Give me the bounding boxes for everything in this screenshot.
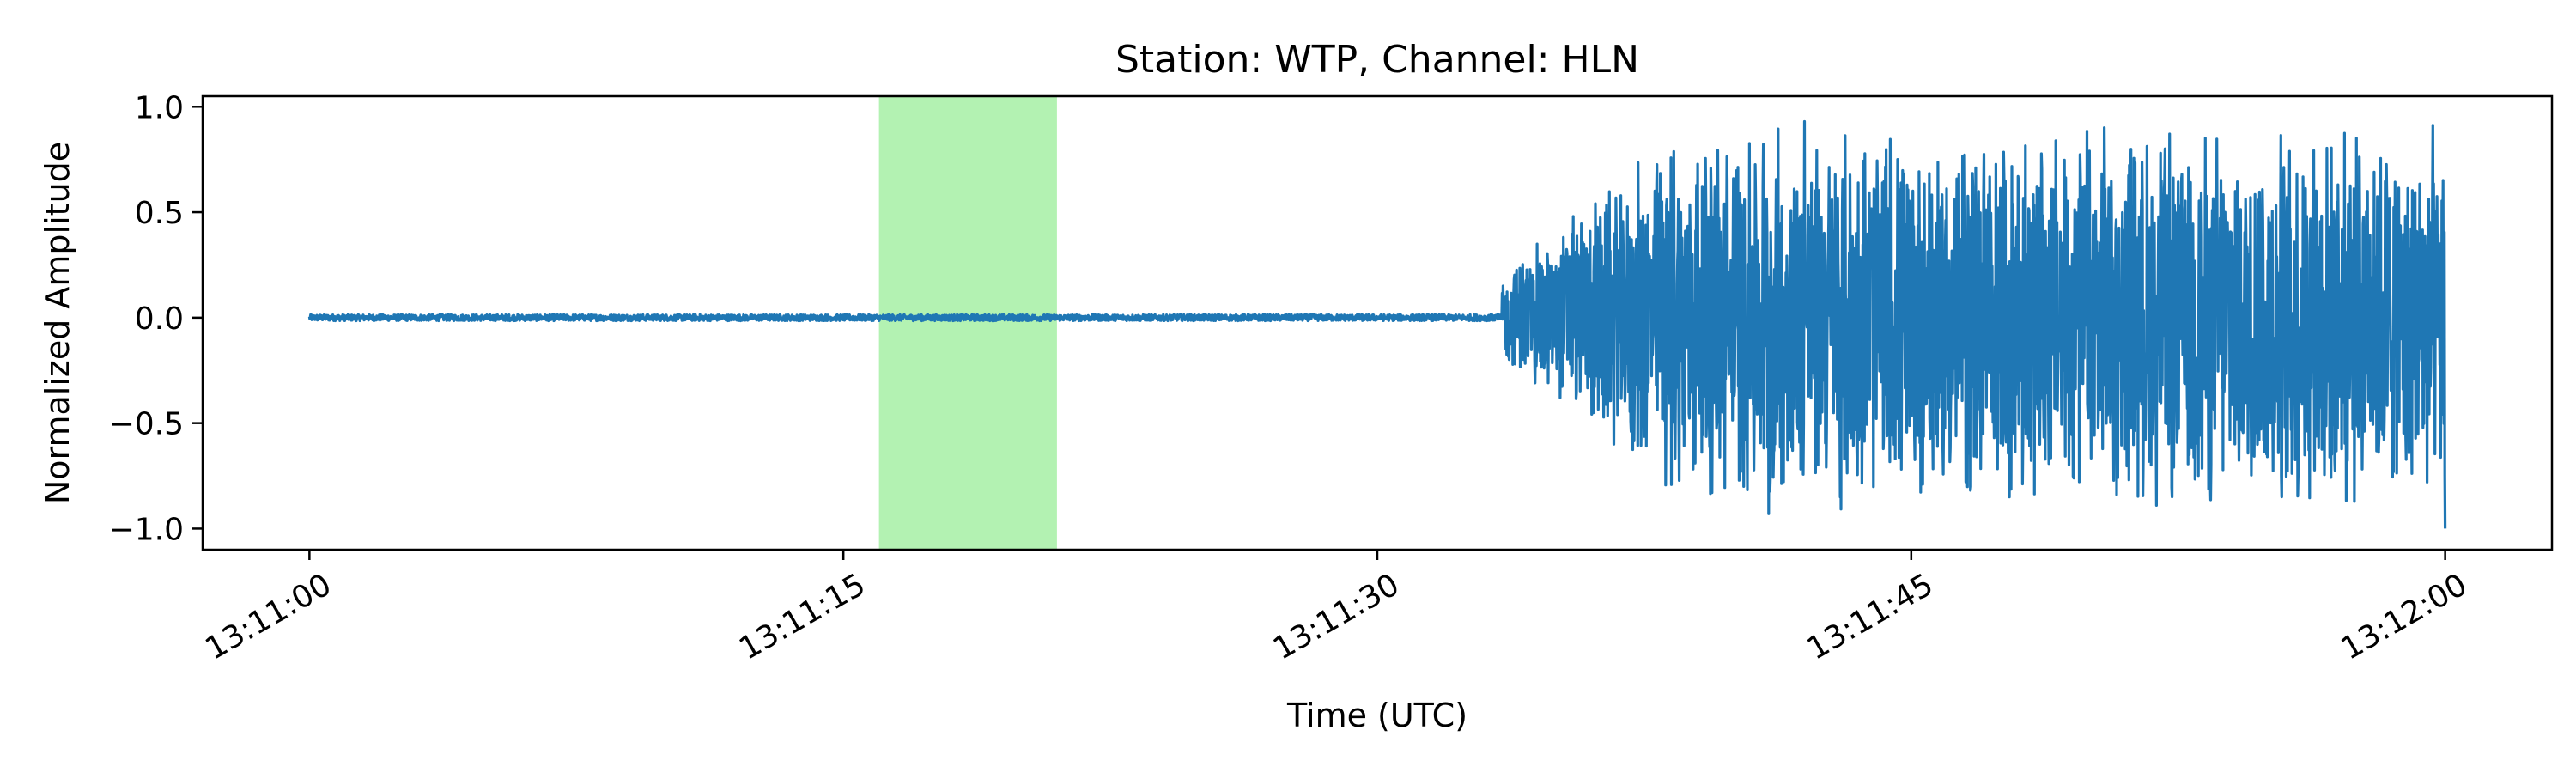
chart-title: Station: WTP, Channel: HLN <box>1115 38 1639 82</box>
y-tick-label: 1.0 <box>135 90 184 125</box>
y-tick-label: 0.0 <box>135 301 184 337</box>
plot-layer <box>307 96 2447 550</box>
y-tick-label: −0.5 <box>109 407 184 442</box>
y-tick-label: −1.0 <box>109 512 184 547</box>
x-tick-label: 13:11:15 <box>733 567 872 666</box>
highlight-span <box>878 96 1057 550</box>
waveform-line <box>307 119 2447 529</box>
x-axis-title: Time (UTC) <box>1286 697 1467 734</box>
x-tick-label: 13:11:00 <box>199 567 337 666</box>
y-axis-title: Normalized Amplitude <box>39 142 76 504</box>
x-tick-label: 13:12:00 <box>2336 567 2474 666</box>
y-tick-label: 0.5 <box>135 196 184 231</box>
x-tick-label: 13:11:30 <box>1267 567 1406 666</box>
x-tick-label: 13:11:45 <box>1801 567 1940 666</box>
